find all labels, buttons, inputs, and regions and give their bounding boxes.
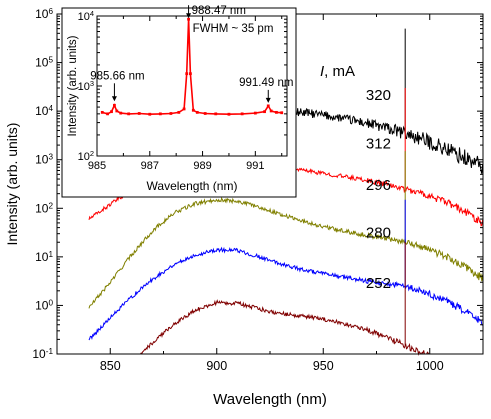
- inset-data-point: [266, 104, 270, 108]
- inset-data-point: [263, 110, 266, 114]
- inset-y-tick-label: 102: [78, 149, 94, 164]
- main-x-tick-label: 950: [313, 359, 334, 373]
- annotation-988: 988.47 nm: [192, 5, 246, 17]
- series-line-252: [132, 299, 451, 356]
- inset-y-axis: 102 103 104: [78, 9, 287, 164]
- arrow-985-head: [111, 96, 117, 102]
- inset-box: [61, 7, 297, 198]
- legend-title: I, mA: [320, 63, 355, 80]
- main-y-tick-label: 104: [35, 104, 53, 119]
- inset-data-point: [169, 112, 173, 115]
- inset-data-point: [182, 107, 186, 111]
- inset-data-point: [269, 109, 273, 113]
- inset-x-axis: 985 987 989 991: [88, 16, 283, 172]
- inset-data-point: [185, 72, 189, 76]
- inset-data-point: [148, 112, 152, 116]
- inset-data-point: [113, 103, 116, 107]
- series-labels: 320 312 296 280 252: [366, 87, 391, 292]
- inset-data-point: [119, 111, 123, 115]
- main-x-axis: 850 900 950 1000: [56, 14, 484, 373]
- inset-data-point: [191, 108, 195, 112]
- inset-data-point: [115, 109, 119, 113]
- inset-data-point: [214, 112, 218, 116]
- series-label-280: 280: [366, 225, 391, 242]
- series-label-312: 312: [366, 136, 391, 153]
- main-x-tick-label: 1000: [416, 359, 444, 373]
- inset-data-point: [195, 110, 199, 114]
- series-label-320: 320: [366, 87, 391, 104]
- main-y-tick-label: 106: [35, 7, 53, 22]
- series-label-252: 252: [366, 275, 391, 292]
- inset-data-point: [158, 112, 162, 116]
- main-y-tick-label: 105: [35, 55, 53, 70]
- main-x-tick-label: 850: [100, 359, 121, 373]
- inset-x-axis-label: Wavelength (nm): [147, 179, 238, 193]
- arrow-991-head: [265, 97, 271, 103]
- main-y-tick-label: 10-1: [32, 347, 53, 362]
- legend-title-unit: , mA: [324, 63, 355, 80]
- inset-data-point: [275, 110, 278, 114]
- inset-data-point: [106, 112, 109, 116]
- inset-x-tick-label: 991: [246, 160, 264, 172]
- inset-data-point: [100, 110, 104, 114]
- inset-data-point: [187, 17, 190, 21]
- inset-data-point: [177, 110, 181, 114]
- inset-series-group: [100, 17, 284, 116]
- inset-y-tick-label: 104: [78, 9, 94, 24]
- inset-data-point: [137, 112, 141, 115]
- main-y-tick-label: 103: [35, 152, 53, 167]
- inset-x-tick-label: 987: [141, 160, 159, 172]
- annotation-991: 991.49 nm: [239, 77, 293, 89]
- main-y-tick-label: 101: [35, 249, 53, 264]
- main-y-axis-label: Intensity (arb. units): [4, 123, 20, 246]
- inset-data-point: [203, 112, 207, 115]
- inset-data-point: [240, 112, 244, 116]
- legend-title-symbol: I: [320, 63, 324, 80]
- main-y-tick-label: 100: [35, 298, 53, 313]
- arrow-988-head: [186, 13, 192, 19]
- main-x-axis-label: Wavelength (nm): [213, 391, 327, 408]
- annotation-fwhm: FWHM ~ 35 pm: [193, 23, 274, 35]
- inset-series-line: [102, 19, 282, 116]
- main-y-axis: 10-1 100 101 102 103 104 105 106: [32, 7, 483, 362]
- series-label-296: 296: [366, 177, 391, 194]
- inset-data-point: [189, 72, 192, 76]
- series-line-296: [88, 196, 484, 309]
- inset-data-point: [110, 110, 113, 114]
- inset-annotations: 985.66 nm 988.47 nm FWHM ~ 35 pm 991.49 nm: [90, 5, 293, 103]
- inset-data-point: [253, 111, 257, 115]
- inset-y-axis-label: Intensity (arb. units): [67, 35, 79, 136]
- inset-y-tick-label: 103: [78, 79, 94, 94]
- main-y-tick-label: 102: [35, 201, 53, 216]
- inset-x-tick-label: 985: [88, 160, 106, 172]
- inset-data-point: [127, 112, 131, 116]
- annotation-985: 985.66 nm: [90, 70, 144, 82]
- inset-chart: 985 987 989 991 102 103 104 Wavelength (nm) I…: [61, 5, 297, 198]
- series-line-280: [88, 246, 483, 341]
- inset-data-point: [280, 111, 284, 115]
- inset-x-tick-label: 989: [193, 160, 211, 172]
- inset-data-point: [227, 112, 231, 116]
- main-x-tick-label: 900: [206, 359, 227, 373]
